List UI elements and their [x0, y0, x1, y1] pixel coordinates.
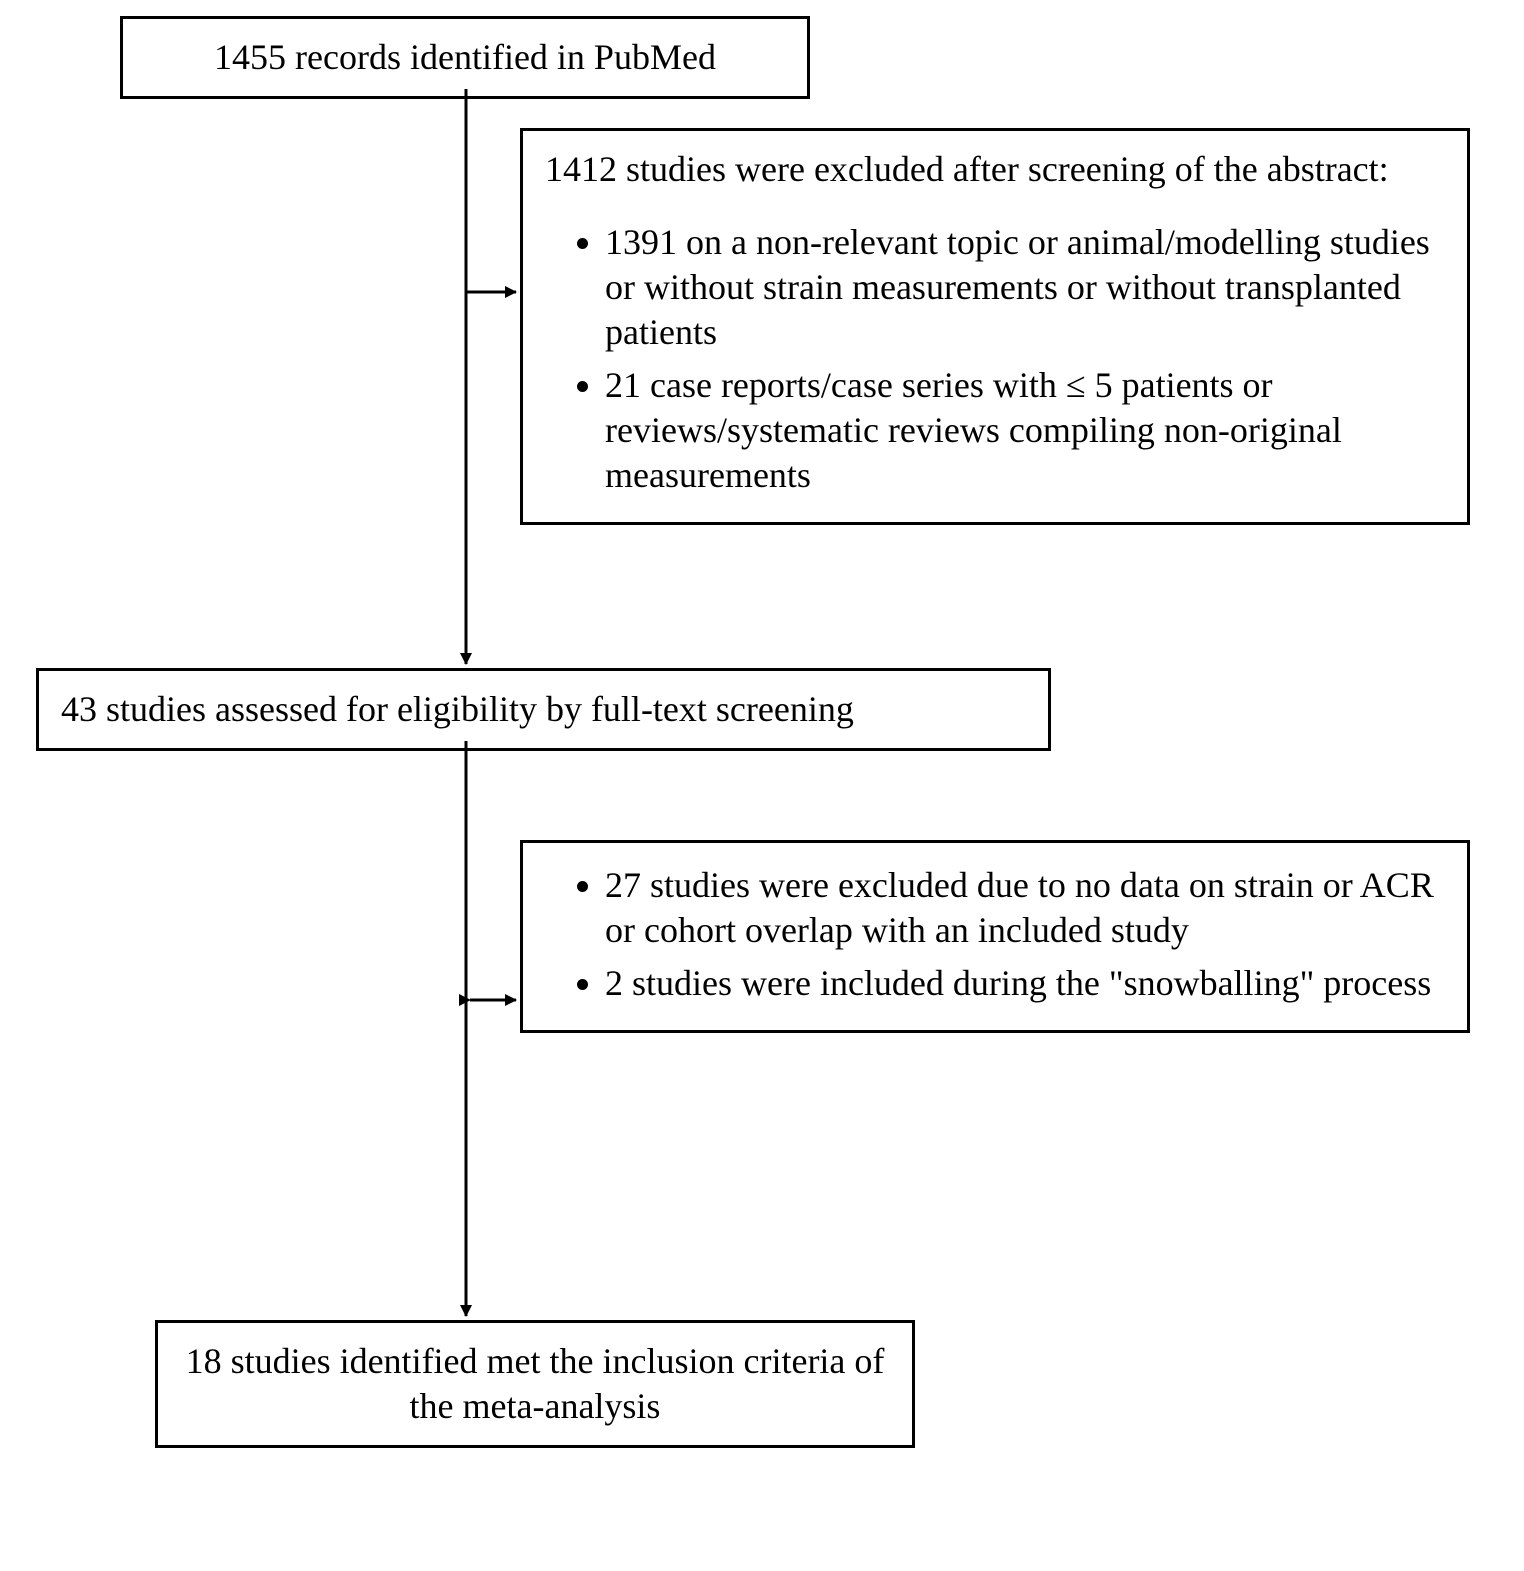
bullet-item: 21 case reports/case series with ≤ 5 pat… [605, 363, 1445, 498]
node-abstract-screening-exclusions: 1412 studies were excluded after screeni… [520, 128, 1470, 525]
node-fulltext-exclusions: 27 studies were excluded due to no data … [520, 840, 1470, 1033]
node-bullet-list: 1391 on a non-relevant topic or animal/m… [545, 220, 1445, 498]
node-included-studies: 18 studies identified met the inclusion … [155, 1320, 915, 1448]
bullet-item: 27 studies were excluded due to no data … [605, 863, 1445, 953]
node-header: 1412 studies were excluded after screeni… [545, 147, 1445, 192]
node-text: 18 studies identified met the inclusion … [186, 1341, 885, 1426]
node-text: 43 studies assessed for eligibility by f… [61, 689, 854, 729]
bullet-item: 2 studies were included during the "snow… [605, 961, 1445, 1006]
flowchart-canvas: 1455 records identified in PubMed 1412 s… [0, 0, 1524, 1571]
node-fulltext-eligibility: 43 studies assessed for eligibility by f… [36, 668, 1051, 751]
node-text: 1455 records identified in PubMed [214, 37, 716, 77]
node-bullet-list: 27 studies were excluded due to no data … [545, 863, 1445, 1006]
bullet-item: 1391 on a non-relevant topic or animal/m… [605, 220, 1445, 355]
node-records-identified: 1455 records identified in PubMed [120, 16, 810, 99]
